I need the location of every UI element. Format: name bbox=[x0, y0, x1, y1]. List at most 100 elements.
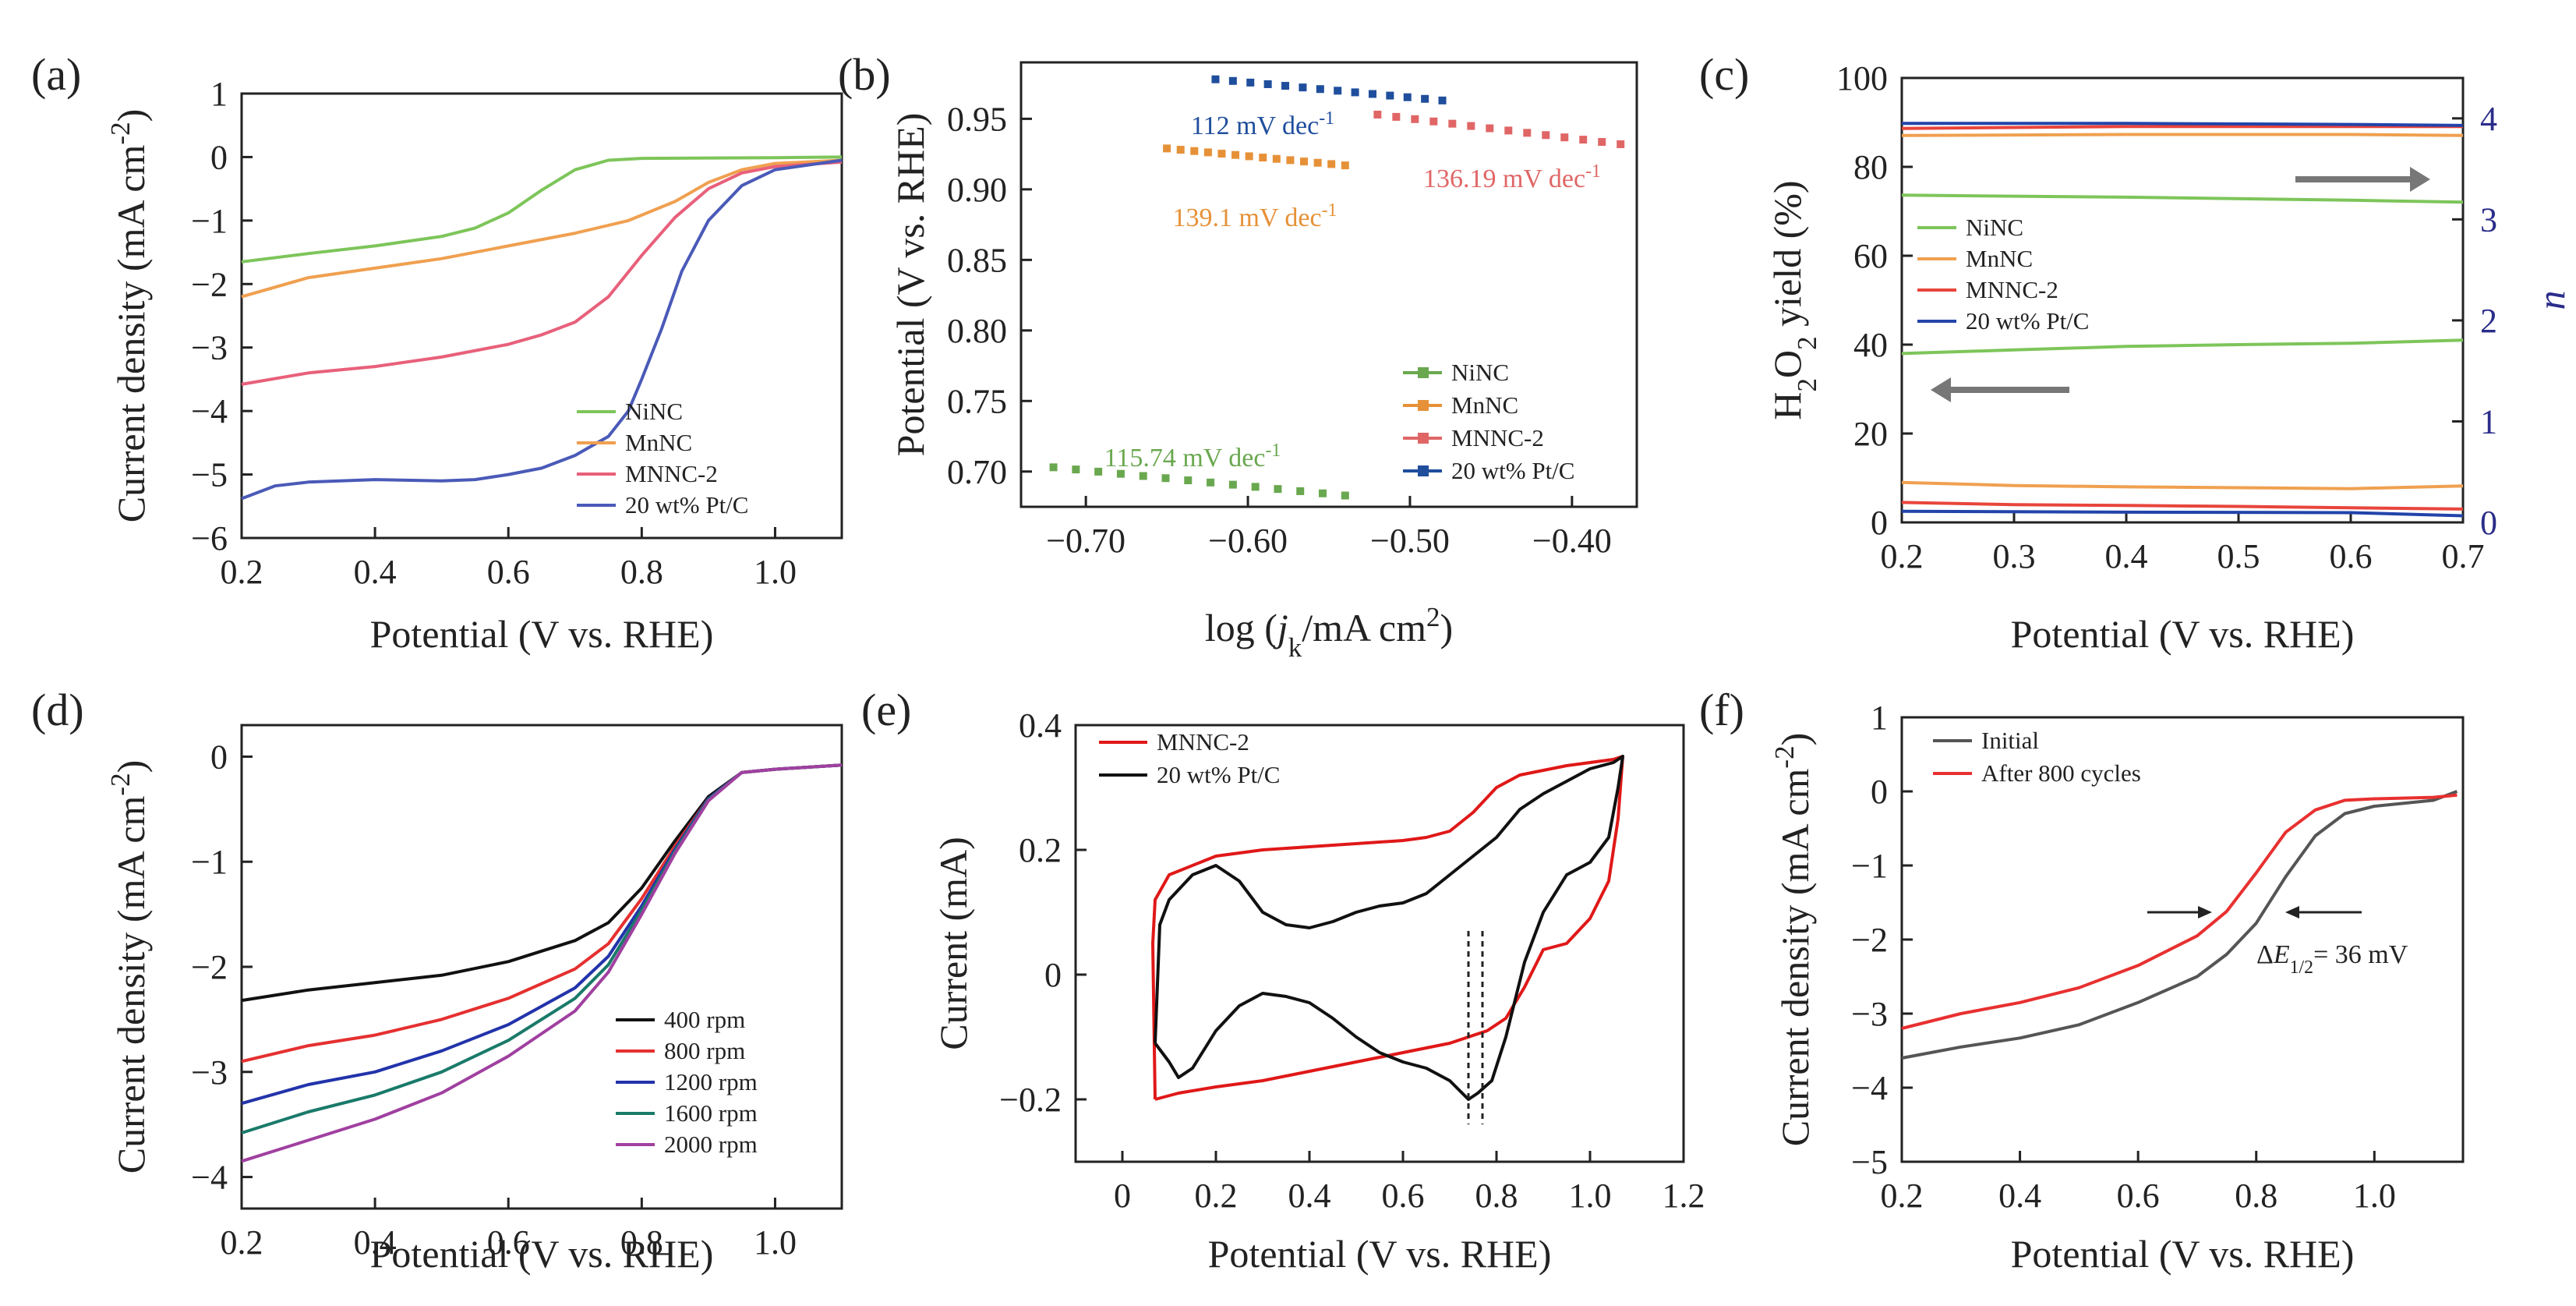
data-point-20 wt% Pt/C bbox=[1438, 96, 1447, 104]
panel-e: 0 0.2 0.4 0.6 0.8 1.0 1.2 −0.2 0 0.2 0.4 MNNC-2 20 w… bbox=[861, 685, 1705, 1276]
data-point-NiNC bbox=[1274, 485, 1282, 494]
left-arrow-icon-head bbox=[1931, 377, 1951, 402]
plot-frame bbox=[1019, 61, 1638, 508]
x-axis-label: Potential (V vs. RHE) bbox=[2011, 1232, 2355, 1276]
x-tick-label: −0.60 bbox=[1208, 522, 1288, 560]
y-tick-label: −1 bbox=[1851, 847, 1888, 885]
data-point-NiNC bbox=[1251, 483, 1260, 491]
tafel-slope-label: 112 mV dec-1 bbox=[1191, 108, 1334, 140]
legend-label: 400 rpm bbox=[664, 1006, 745, 1033]
y-tick-label: 0.85 bbox=[947, 241, 1007, 279]
y-axis-label: Current density (mA cm-2) bbox=[1769, 733, 1818, 1146]
y2-tick-label: 3 bbox=[2480, 200, 2497, 239]
legend-marker bbox=[1418, 433, 1429, 444]
series-line-After 800 cycles bbox=[1901, 793, 2458, 1030]
legend-label: After 800 cycles bbox=[1981, 759, 2141, 787]
data-point-MNNC-2 bbox=[1504, 126, 1513, 135]
x-axis-label: Potential (V vs. RHE) bbox=[370, 1232, 714, 1276]
legend-marker bbox=[1418, 367, 1429, 378]
series-line-Initial bbox=[1901, 790, 2458, 1060]
y-tick-label: −3 bbox=[1851, 995, 1888, 1033]
legend-label: 2000 rpm bbox=[664, 1131, 758, 1158]
x-tick-label: 0.8 bbox=[620, 1223, 663, 1262]
y-tick-label: 0 bbox=[1044, 956, 1062, 994]
series-h2o2-MnNC bbox=[1901, 480, 2464, 490]
legend-label: 20 wt% Pt/C bbox=[1451, 457, 1574, 484]
plot-frame bbox=[240, 92, 843, 540]
series-h2o2-MNNC-2 bbox=[1901, 501, 2464, 511]
data-point-NiNC bbox=[1184, 476, 1193, 485]
series-line-MnNC bbox=[241, 158, 843, 299]
legend-marker bbox=[1418, 465, 1429, 476]
data-point-NiNC bbox=[1049, 463, 1058, 472]
x-tick-label: 0.4 bbox=[354, 553, 397, 591]
x-tick-label: 0.4 bbox=[354, 1223, 397, 1262]
x-tick-label: 0.2 bbox=[221, 553, 263, 591]
panel-c: 0.2 0.3 0.4 0.5 0.6 0.702040608010001234NiNCM… bbox=[1699, 49, 2573, 656]
y-tick-label: 0 bbox=[210, 738, 228, 776]
y-tick-label: 0.70 bbox=[947, 453, 1007, 491]
data-point-NiNC bbox=[1207, 478, 1215, 487]
y-tick-label: −2 bbox=[191, 265, 228, 303]
y-tick-label: −1 bbox=[191, 843, 228, 881]
tafel-slope-label: 139.1 mV dec-1 bbox=[1173, 200, 1337, 232]
y-tick-label: 100 bbox=[1836, 59, 1888, 97]
data-point-MNNC-2 bbox=[1411, 115, 1419, 123]
x-tick-label: 0.6 bbox=[2330, 537, 2373, 575]
data-point-MnNC bbox=[1313, 158, 1322, 167]
x-tick-label: 0.4 bbox=[2105, 537, 2148, 575]
y-tick-label: 0 bbox=[210, 138, 228, 176]
y-tick-label: −3 bbox=[191, 329, 228, 367]
panel-a: 0.2 0.4 0.6 0.8 1.0 −6 −5 −4 −3 −2 −1 0 1 (a) Potentia… bbox=[31, 49, 843, 656]
x-tick-label: −0.40 bbox=[1532, 522, 1612, 560]
series-n-MNNC-2 bbox=[1901, 125, 2463, 130]
y-tick-label: 0.90 bbox=[947, 171, 1007, 209]
delta-e-annotation: ΔE1/2= 36 mV bbox=[2256, 940, 2408, 978]
data-point-NiNC bbox=[1116, 469, 1125, 478]
x-tick-label: 1.0 bbox=[754, 1223, 797, 1262]
x-tick-label: 0.6 bbox=[2117, 1177, 2160, 1215]
data-point-MNNC-2 bbox=[1486, 124, 1494, 133]
data-point-MnNC bbox=[1286, 156, 1295, 165]
y-tick-label: −3 bbox=[191, 1053, 228, 1092]
legend-label: MNNC-2 bbox=[1451, 424, 1544, 451]
panel-d: 0.2 0.4 0.6 0.8 1.0 −4 −3 −2 −1 0 400 rpm 800 rpm 12… bbox=[31, 685, 843, 1276]
legend-label: MnNC bbox=[1451, 391, 1518, 419]
data-point-MnNC bbox=[1259, 154, 1267, 162]
series-n-20 wt% Pt/C bbox=[1902, 122, 2464, 127]
x-tick-label: 0.6 bbox=[1382, 1177, 1425, 1215]
series-n-NiNC bbox=[1901, 193, 2464, 204]
data-point-MNNC-2 bbox=[1523, 129, 1532, 137]
y2-tick-label: 0 bbox=[2480, 504, 2497, 542]
data-point-MNNC-2 bbox=[1560, 133, 1569, 142]
right-arrow-head bbox=[2198, 906, 2212, 918]
data-point-MnNC bbox=[1300, 157, 1309, 166]
x-tick-label: 0.7 bbox=[2442, 537, 2485, 575]
right-arrow-icon-head bbox=[2410, 167, 2430, 192]
data-point-20 wt% Pt/C bbox=[1281, 82, 1290, 90]
panel-label: (a) bbox=[31, 49, 81, 100]
y-tick-label: 0.95 bbox=[947, 100, 1007, 138]
data-point-NiNC bbox=[1072, 465, 1080, 474]
data-point-20 wt% Pt/C bbox=[1263, 80, 1272, 88]
data-point-MnNC bbox=[1272, 154, 1281, 163]
data-point-MnNC bbox=[1190, 147, 1199, 155]
data-point-MnNC bbox=[1341, 161, 1349, 170]
data-point-NiNC bbox=[1228, 480, 1237, 489]
series-line-NiNC bbox=[241, 155, 843, 264]
series-line-2000 rpm bbox=[241, 763, 843, 1163]
x-tick-label: 0.3 bbox=[1993, 537, 2036, 575]
y-tick-label: 1 bbox=[210, 75, 228, 113]
panel-label: (c) bbox=[1699, 49, 1749, 100]
data-point-MnNC bbox=[1176, 146, 1185, 154]
panel-label: (e) bbox=[861, 685, 911, 735]
x-tick-label: 0.6 bbox=[487, 553, 530, 591]
y-tick-label: −4 bbox=[191, 392, 228, 430]
legend-label: MnNC bbox=[625, 429, 692, 456]
x-axis-label: Potential (V vs. RHE) bbox=[2011, 612, 2355, 656]
x-tick-label: 0 bbox=[1114, 1177, 1131, 1215]
plot-frame bbox=[1074, 724, 1685, 1163]
y-tick-label: −6 bbox=[191, 519, 228, 557]
